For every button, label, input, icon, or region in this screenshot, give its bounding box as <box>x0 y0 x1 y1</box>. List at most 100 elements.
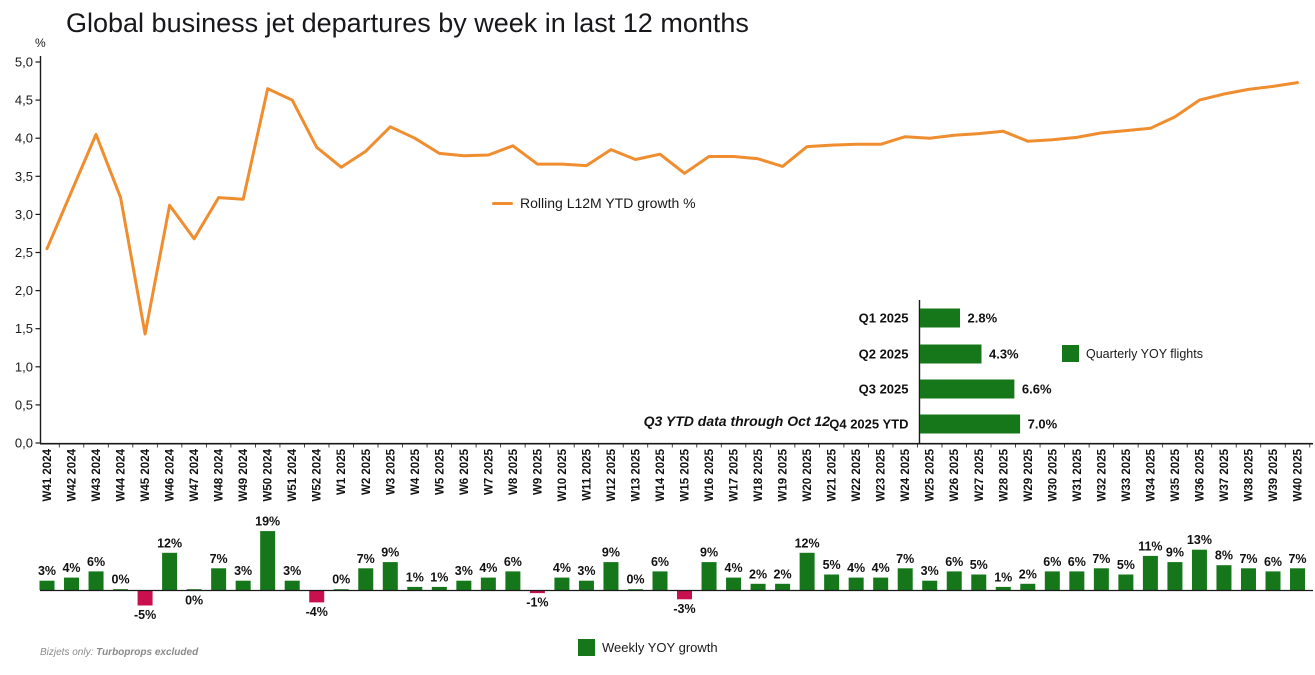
x-axis-week-label: W6 2025 <box>459 448 471 495</box>
x-axis-week-label: W20 2025 <box>802 448 814 501</box>
weekly-bar <box>1093 568 1109 590</box>
weekly-bar <box>39 580 55 590</box>
weekly-bar-label: 7% <box>1092 552 1110 566</box>
weekly-bar <box>603 562 619 590</box>
weekly-bar <box>137 590 153 606</box>
weekly-bar-label: 11% <box>1138 539 1162 553</box>
x-axis-week-label: W12 2025 <box>606 448 618 501</box>
weekly-bar <box>88 571 104 590</box>
weekly-bar-label: 5% <box>823 558 841 572</box>
weekly-bar-label: 13% <box>1187 533 1212 547</box>
quarterly-bar-value: 7.0% <box>1028 417 1058 432</box>
weekly-bar <box>922 580 938 590</box>
quarterly-bar-value: 2.8% <box>968 311 998 326</box>
weekly-bar-label: 1% <box>994 570 1012 584</box>
weekly-bar <box>701 562 717 590</box>
weekly-bar-label: 9% <box>602 546 620 560</box>
x-axis-week-label: W36 2025 <box>1194 448 1206 501</box>
x-axis-week-label: W50 2024 <box>263 448 275 501</box>
weekly-bar <box>946 571 962 590</box>
x-axis-week-label: W5 2025 <box>434 448 446 495</box>
x-axis-week-label: W27 2025 <box>974 448 986 501</box>
weekly-bar-label: 1% <box>430 570 448 584</box>
weekly-bar-label: 9% <box>1166 546 1184 560</box>
footer-note-emphasis: Turboprops excluded <box>96 647 199 658</box>
x-axis-week-label: W33 2025 <box>1121 448 1133 501</box>
weekly-bar <box>309 590 325 603</box>
x-axis-week-label: W35 2025 <box>1170 448 1182 501</box>
line-legend-swatch <box>492 201 513 205</box>
x-axis-week-label: W41 2024 <box>42 448 54 501</box>
x-axis-week-label: W34 2025 <box>1145 448 1157 501</box>
x-axis-week-label: W25 2025 <box>925 448 937 501</box>
x-axis-week-label: W46 2024 <box>165 448 177 501</box>
x-axis-week-label: W47 2024 <box>189 448 201 501</box>
weekly-bar-label: 4% <box>479 561 497 575</box>
weekly-bar-label: 12% <box>795 536 820 550</box>
x-axis-week-label: W4 2025 <box>410 448 422 495</box>
line-legend: Rolling L12M YTD growth % <box>492 195 696 211</box>
footer-note-prefix: Bizjets only: <box>40 647 97 658</box>
weekly-bar <box>1265 571 1281 590</box>
weekly-bar <box>480 577 496 590</box>
x-axis-week-label: W19 2025 <box>778 448 790 501</box>
weekly-bar-label: 7% <box>357 552 375 566</box>
weekly-bar-label: 7% <box>896 552 914 566</box>
weekly-bar <box>64 577 80 590</box>
weekly-bar <box>578 580 594 590</box>
y-axis-tick-label: 4,0 <box>15 131 33 146</box>
x-axis-week-label: W48 2024 <box>214 448 226 501</box>
weekly-bar <box>407 586 423 590</box>
x-axis-week-label: W45 2024 <box>140 448 152 501</box>
x-axis-week-label: W11 2025 <box>581 448 593 500</box>
weekly-bar <box>1020 583 1036 590</box>
weekly-bar-label: -3% <box>673 602 695 616</box>
x-axis-week-label: W17 2025 <box>729 448 741 501</box>
x-axis-week-label: W40 2025 <box>1293 448 1305 501</box>
weekly-legend: Weekly YOY growth <box>578 639 718 656</box>
weekly-bar <box>1216 565 1232 590</box>
x-axis-week-label: W2 2025 <box>361 448 373 495</box>
weekly-bar <box>529 590 545 594</box>
x-axis-week-label: W39 2025 <box>1268 448 1280 501</box>
y-axis-tick-label: 1,0 <box>15 359 33 374</box>
x-axis-week-label: W49 2024 <box>238 448 250 501</box>
weekly-bar-label: -5% <box>134 608 156 622</box>
weekly-bar <box>873 577 889 590</box>
weekly-bar-label: 0% <box>185 593 203 607</box>
weekly-bar <box>358 568 374 590</box>
y-axis-tick-label: 0,5 <box>15 397 33 412</box>
weekly-bar-label: -1% <box>526 596 548 610</box>
x-axis-week-label: W32 2025 <box>1096 448 1108 501</box>
weekly-legend-label: Weekly YOY growth <box>602 640 718 655</box>
x-axis-week-label: W23 2025 <box>876 448 888 501</box>
weekly-bar <box>456 580 472 590</box>
x-axis-week-label: W3 2025 <box>385 448 397 495</box>
weekly-bar <box>235 580 251 590</box>
y-axis-tick-label: 3,5 <box>15 169 33 184</box>
x-axis-week-label: W43 2024 <box>91 448 103 501</box>
weekly-bar-label: 6% <box>504 555 522 569</box>
y-axis-tick-label: 0,0 <box>15 436 33 451</box>
weekly-bar-label: -4% <box>306 605 328 619</box>
quarterly-legend-swatch <box>1062 345 1079 362</box>
y-axis-tick-label: 3,0 <box>15 207 33 222</box>
y-axis-unit-label: % <box>35 36 46 50</box>
x-axis-week-label: W9 2025 <box>532 448 544 495</box>
x-axis-week-label: W51 2024 <box>287 448 299 501</box>
weekly-bar <box>554 577 570 590</box>
weekly-bar <box>1142 555 1158 590</box>
weekly-bar-label: 6% <box>1264 555 1282 569</box>
weekly-bar <box>652 571 668 590</box>
x-axis-week-label: W16 2025 <box>704 448 716 501</box>
weekly-bar-label: 5% <box>1117 558 1135 572</box>
x-axis-week-label: W21 2025 <box>827 448 839 501</box>
y-axis-tick-label: 2,0 <box>15 283 33 298</box>
quarterly-bar-category: Q3 2025 <box>859 382 909 397</box>
x-axis-week-label: W38 2025 <box>1243 448 1255 501</box>
x-axis-week-label: W26 2025 <box>949 448 961 501</box>
y-axis-tick-label: 4,5 <box>15 93 33 108</box>
weekly-bar-label: 0% <box>332 573 350 587</box>
weekly-bar <box>677 590 693 600</box>
